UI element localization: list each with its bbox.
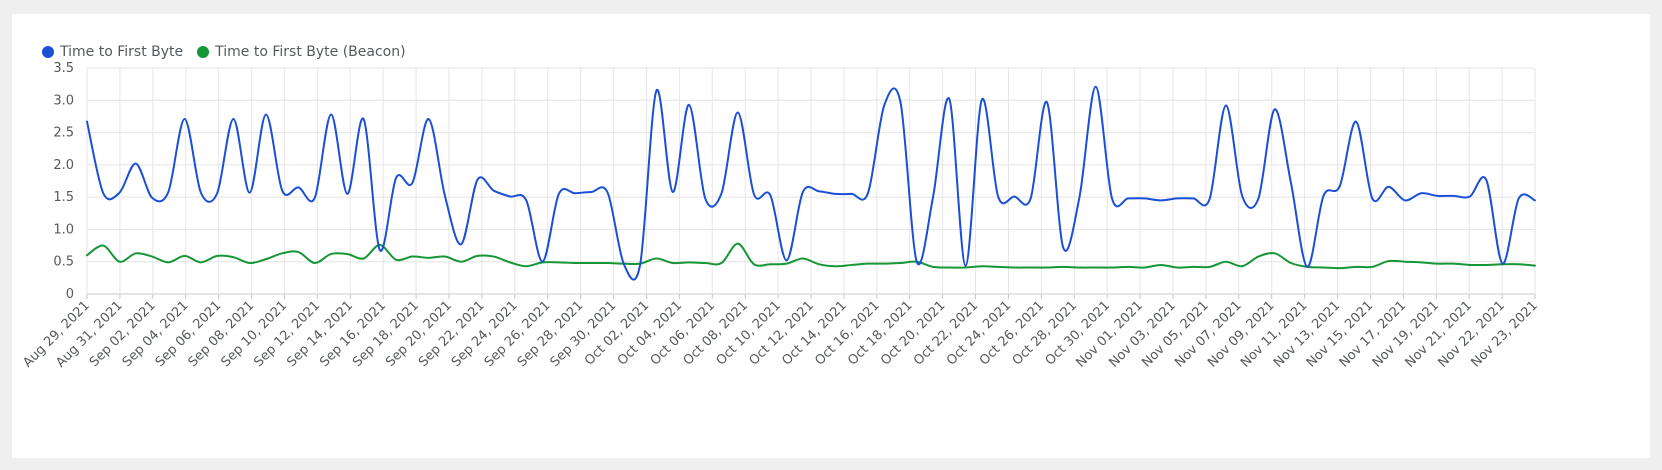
legend-dot-ttfb	[42, 46, 54, 58]
y-tick-label: 1.5	[53, 190, 74, 205]
y-tick-label: 3.5	[53, 61, 74, 76]
chart-legend: Time to First Byte Time to First Byte (B…	[42, 44, 406, 60]
y-tick-label: 0	[66, 287, 74, 302]
chart-card	[12, 14, 1650, 458]
y-tick-label: 2.0	[53, 158, 74, 173]
legend-label-ttfb-beacon: Time to First Byte (Beacon)	[215, 44, 406, 60]
series-line-ttfb-beacon	[86, 242, 1536, 270]
legend-label-ttfb: Time to First Byte	[60, 44, 184, 60]
y-tick-label: 1.0	[53, 222, 74, 237]
y-tick-label: 0.5	[53, 255, 74, 270]
y-tick-label: 3.0	[53, 93, 74, 108]
legend-item-ttfb-beacon[interactable]: Time to First Byte (Beacon)	[197, 44, 406, 60]
series-line-ttfb	[86, 85, 1536, 281]
y-tick-label: 2.5	[53, 126, 74, 141]
legend-dot-ttfb-beacon	[197, 46, 210, 58]
legend-item-ttfb[interactable]: Time to First Byte	[42, 44, 183, 60]
